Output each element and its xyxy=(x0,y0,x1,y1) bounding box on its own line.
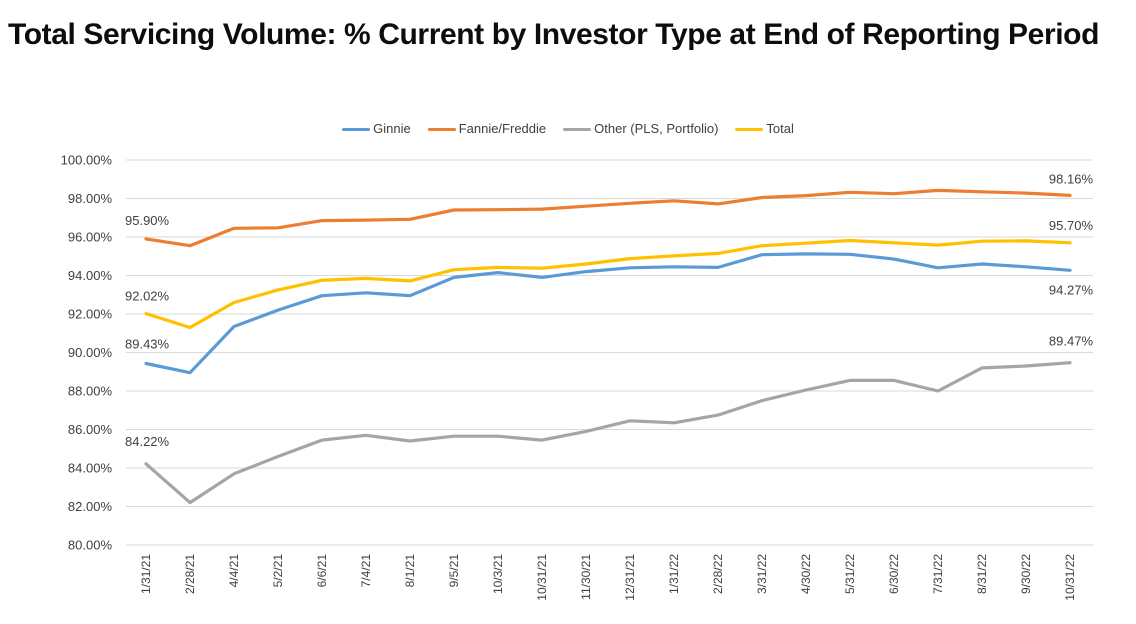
x-axis-label: 11/30/21 xyxy=(579,554,593,600)
point-label: 89.47% xyxy=(1049,334,1094,349)
x-axis-label: 2/28/21 xyxy=(183,554,197,594)
y-axis-label: 88.00% xyxy=(68,384,113,399)
legend-line-swatch-icon xyxy=(342,127,371,131)
chart-legend: Ginnie Fannie/Freddie Other (PLS, Portfoli… xyxy=(0,121,1136,137)
y-axis-label: 94.00% xyxy=(68,268,113,283)
x-axis-label: 6/6/21 xyxy=(315,554,329,588)
y-axis-label: 92.00% xyxy=(68,307,113,322)
y-axis-label: 100.00% xyxy=(61,153,113,168)
legend-item: Other (PLS, Portfolio) xyxy=(563,121,718,137)
x-axis-label: 6/30/22 xyxy=(887,554,901,594)
x-axis-label: 10/31/21 xyxy=(535,554,549,601)
x-axis-label: 4/30/22 xyxy=(799,554,813,594)
legend-label: Ginnie xyxy=(373,121,411,136)
point-label: 89.43% xyxy=(125,337,170,352)
x-axis-label: 1/31/22 xyxy=(667,554,681,594)
x-axis-label: 10/31/22 xyxy=(1063,554,1077,601)
point-label: 94.27% xyxy=(1049,282,1094,297)
x-axis-label: 9/5/21 xyxy=(447,554,461,588)
y-axis-label: 90.00% xyxy=(68,345,113,360)
legend-label: Total xyxy=(766,121,794,136)
point-label: 95.90% xyxy=(125,213,170,228)
chart-title: Total Servicing Volume: % Current by Inv… xyxy=(8,18,1100,51)
point-label: 95.70% xyxy=(1049,218,1094,233)
x-axis-label: 5/2/21 xyxy=(271,554,285,588)
y-axis-label: 82.00% xyxy=(68,499,113,514)
series-line-ginnie xyxy=(144,252,1072,375)
legend-item: Fannie/Freddie xyxy=(427,121,547,137)
x-axis-label: 4/4/21 xyxy=(227,554,241,588)
line-chart: 80.00% 82.00% 84.00% 86.00% 88.00% 90.00% 92.0… xyxy=(61,153,1094,601)
y-axis-label: 96.00% xyxy=(68,230,113,245)
x-axis-label: 2/28/22 xyxy=(711,554,725,594)
x-axis-label: 7/4/21 xyxy=(359,554,373,588)
x-axis-label: 12/31/21 xyxy=(623,554,637,601)
x-axis-label: 7/31/22 xyxy=(931,554,945,594)
y-axis-label: 86.00% xyxy=(68,422,113,437)
point-label: 92.02% xyxy=(125,289,170,304)
y-axis-label: 84.00% xyxy=(68,461,113,476)
x-axis-label: 5/31/22 xyxy=(843,554,857,594)
y-axis-label: 80.00% xyxy=(68,538,113,553)
legend-line-swatch-icon xyxy=(427,127,456,131)
legend-item: Ginnie xyxy=(342,121,411,137)
legend-line-swatch-icon xyxy=(563,127,592,131)
x-axis-label: 8/31/22 xyxy=(975,554,989,594)
x-axis-label: 10/3/21 xyxy=(491,554,505,594)
point-label: 98.16% xyxy=(1049,171,1094,186)
series-line-fannie-freddie xyxy=(144,188,1072,248)
series-line-total xyxy=(144,238,1072,330)
x-axis-label: 3/31/22 xyxy=(755,554,769,594)
x-axis-label: 1/31/21 xyxy=(139,554,153,594)
legend-line-swatch-icon xyxy=(735,127,764,131)
legend-label: Fannie/Freddie xyxy=(458,121,547,136)
series-line-other-pls-portfolio xyxy=(144,361,1072,505)
legend-item: Total xyxy=(735,121,794,137)
legend-label: Other (PLS, Portfolio) xyxy=(594,121,719,136)
x-axis-label: 8/1/21 xyxy=(403,554,417,588)
y-axis-label: 98.00% xyxy=(68,191,113,206)
x-axis-label: 9/30/22 xyxy=(1019,554,1033,594)
point-label: 84.22% xyxy=(125,434,170,449)
